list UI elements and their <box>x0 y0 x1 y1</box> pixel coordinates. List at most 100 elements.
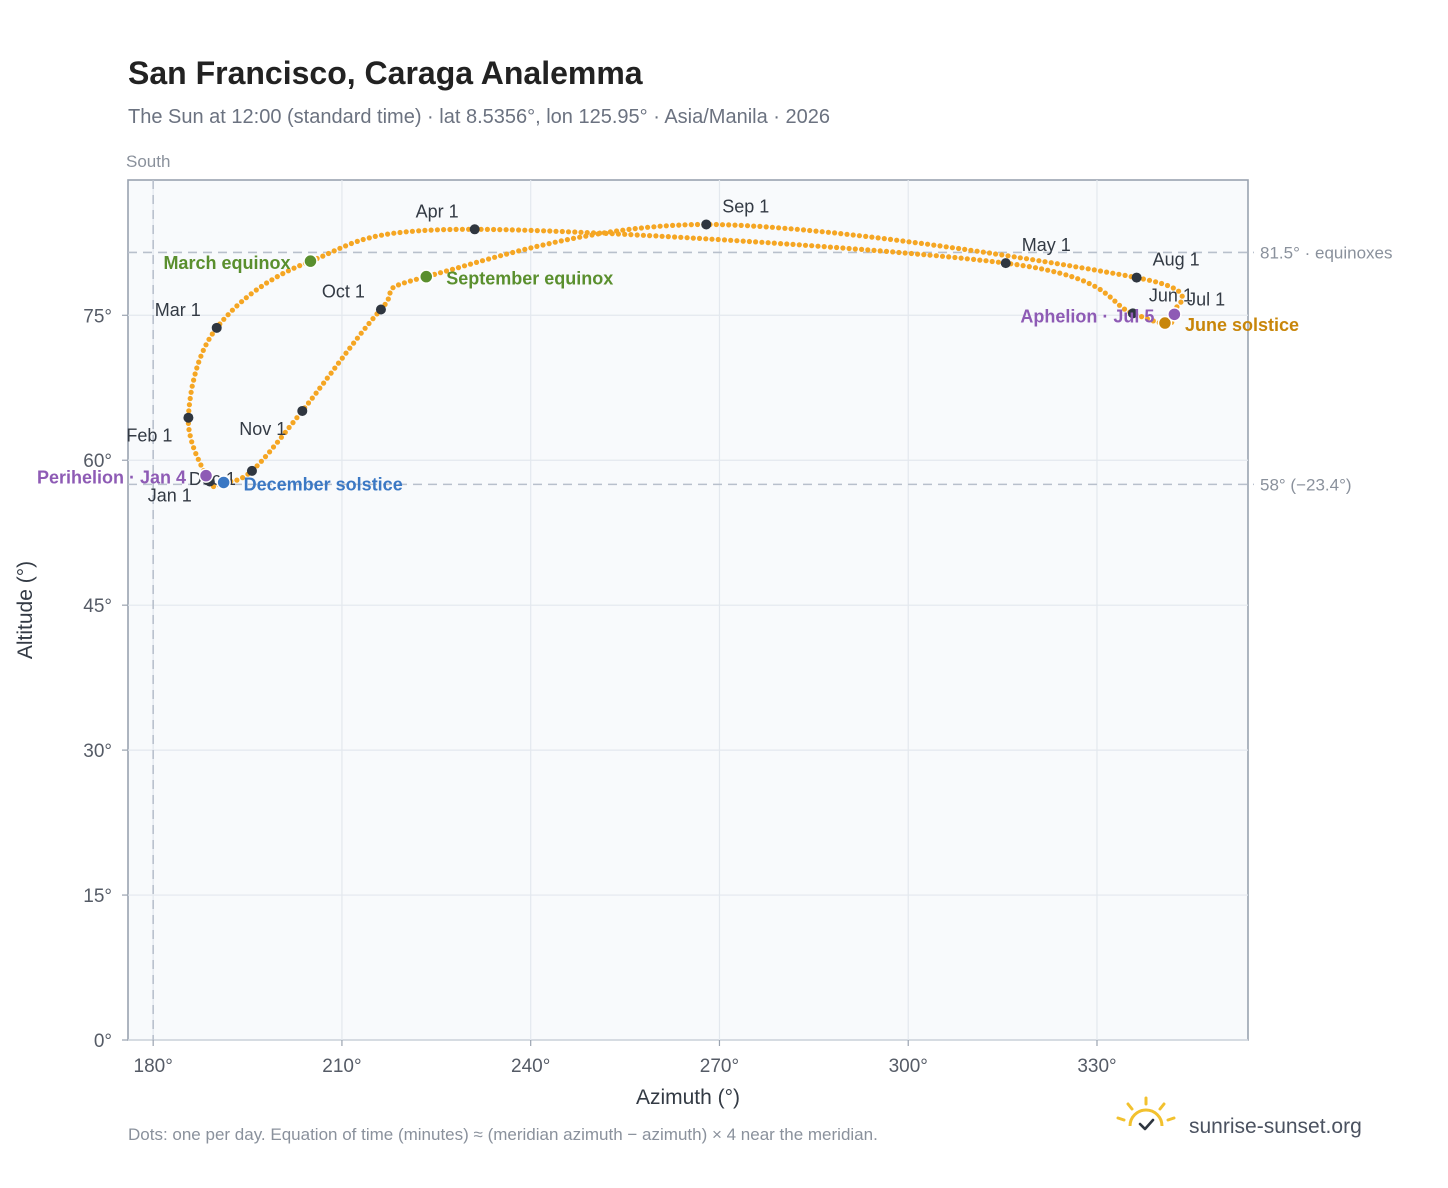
daily-dot <box>1014 262 1020 268</box>
daily-dot <box>407 278 413 284</box>
daily-dot <box>564 237 571 243</box>
daily-dot <box>391 230 397 236</box>
daily-dot <box>240 475 246 481</box>
daily-dot <box>784 241 790 247</box>
month-marker <box>183 412 194 423</box>
meridian-label: South <box>126 152 170 171</box>
daily-dot <box>558 238 564 244</box>
daily-dot <box>925 241 931 247</box>
daily-dot <box>186 408 192 414</box>
daily-dot <box>188 389 194 395</box>
daily-dot <box>802 242 809 248</box>
daily-dot <box>651 224 657 230</box>
daily-dot <box>578 229 584 235</box>
daily-dot <box>294 415 300 421</box>
daily-dot <box>1112 298 1118 304</box>
daily-dot <box>516 248 522 254</box>
daily-dot <box>782 225 788 231</box>
daily-dot <box>366 320 372 327</box>
daily-dot <box>547 228 553 234</box>
daily-dot <box>946 254 952 260</box>
daily-dot <box>239 299 245 305</box>
daily-dot <box>313 390 319 396</box>
daily-dot <box>640 232 647 238</box>
daily-dot <box>541 228 547 234</box>
daily-dot <box>390 285 396 291</box>
daily-dot <box>278 434 284 440</box>
month-marker <box>297 405 308 416</box>
daily-dot <box>763 224 769 230</box>
daily-dot <box>309 395 315 401</box>
daily-dot <box>267 449 273 455</box>
daily-dot <box>441 227 447 233</box>
daily-dot <box>234 477 240 483</box>
daily-dot <box>949 245 956 251</box>
daily-dot <box>522 246 528 252</box>
daily-dot <box>657 223 663 229</box>
daily-dot <box>317 385 323 391</box>
daily-dot <box>528 245 534 251</box>
daily-dot <box>1107 294 1113 300</box>
plot-area <box>127 179 1249 1041</box>
daily-dot <box>258 283 264 290</box>
y-tick-label: 45° <box>83 596 112 617</box>
daily-dot <box>1122 272 1128 278</box>
daily-dot <box>663 223 669 229</box>
daily-dot <box>715 236 721 243</box>
month-label: Oct 1 <box>322 281 365 301</box>
daily-dot <box>1176 288 1182 294</box>
daily-dot <box>534 228 540 234</box>
daily-dot <box>572 229 578 235</box>
daily-dot <box>696 235 703 241</box>
daily-dot <box>732 222 738 228</box>
daily-dot <box>632 226 638 232</box>
daily-dot <box>821 244 827 250</box>
daily-dot <box>1116 271 1122 277</box>
daily-dot <box>902 250 908 256</box>
daily-dot <box>883 248 890 254</box>
daily-dot <box>473 259 480 265</box>
daily-dot <box>269 277 275 283</box>
daily-dot <box>844 231 850 237</box>
daily-dot <box>595 231 601 237</box>
daily-dot <box>347 345 353 351</box>
daily-dot <box>1092 283 1098 289</box>
event-markers: March equinox September equinox June solst… <box>37 253 1299 494</box>
daily-dot <box>403 229 409 235</box>
daily-dot <box>413 276 419 282</box>
daily-dot <box>1057 270 1063 276</box>
reference-lines: South 81.5° · equinoxes 58° (−23.4°) <box>126 152 1393 1040</box>
daily-dot <box>881 236 887 242</box>
daily-dot <box>286 424 292 431</box>
daily-dot <box>800 227 807 233</box>
daily-dot <box>1017 255 1023 261</box>
month-label: Sep 1 <box>722 196 769 216</box>
daily-dot <box>1045 267 1051 273</box>
y-tick-label: 60° <box>83 451 112 472</box>
daily-dot <box>339 355 345 361</box>
daily-dot <box>943 244 949 250</box>
daily-dot <box>952 254 958 261</box>
daily-dot <box>234 303 240 309</box>
daily-dot <box>360 236 366 243</box>
month-marker <box>211 322 222 333</box>
month-marker <box>1131 272 1142 283</box>
daily-dot <box>794 226 800 232</box>
daily-dot <box>1073 264 1079 270</box>
daily-dot <box>977 257 983 263</box>
daily-dot <box>859 246 865 252</box>
daily-dot <box>358 330 364 336</box>
daily-dot <box>769 224 776 230</box>
daily-dot <box>194 365 200 371</box>
daily-dot <box>193 451 199 457</box>
daily-dot <box>912 240 918 246</box>
daily-dot <box>191 445 197 451</box>
daily-dot <box>790 241 796 247</box>
y-tick-label: 0° <box>94 1031 112 1052</box>
daily-dot <box>819 229 825 235</box>
daily-dot <box>1164 282 1171 289</box>
daily-dot <box>385 296 391 302</box>
axes: 180° 210° 240° 270° 300° 330° 0° 15° 30° 45° 60° 75… <box>83 306 1116 1077</box>
daily-dot <box>198 462 204 468</box>
daily-dot <box>362 325 368 331</box>
